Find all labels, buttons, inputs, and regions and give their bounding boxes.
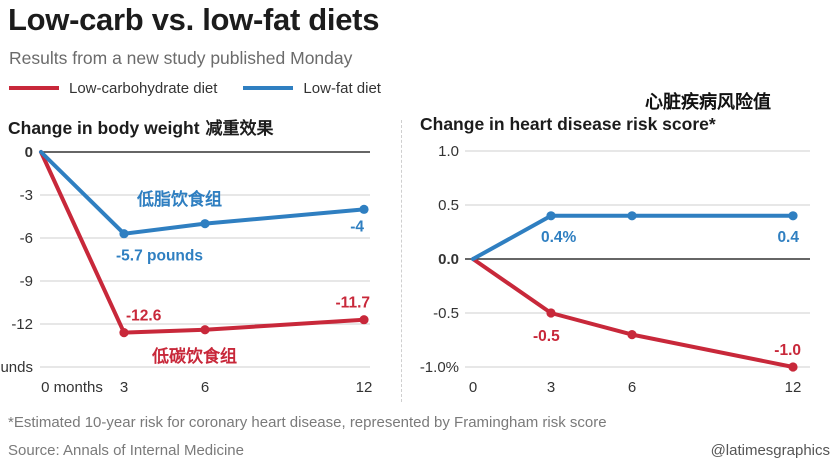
series-line-p0-low-carb	[39, 150, 366, 335]
y-tick-label-p0-4: -12	[11, 316, 33, 333]
legend-swatch-low-fat	[243, 86, 294, 90]
y-tick-label-p1-0: 1.0	[438, 143, 459, 160]
y-tick-label-p0-3: -9	[20, 273, 33, 290]
data-point-p0-low-fat-3	[359, 204, 369, 214]
data-label-p0-0: -12.6	[126, 308, 162, 325]
cn-annotation-p0-1: 低碳饮食组	[151, 346, 237, 367]
data-point-p1-low-fat-2	[627, 211, 637, 221]
chart-title: Low-carb vs. low-fat diets	[8, 2, 380, 37]
credit: @latimesgraphics	[710, 442, 830, 459]
data-point-p0-low-carb-2	[200, 325, 210, 335]
legend-label-low-fat: Low-fat diet	[303, 79, 381, 97]
x-tick-label-p1-3: 12	[785, 379, 802, 396]
legend-item-low-carb: Low-carbohydrate diet	[9, 80, 217, 97]
data-point-p0-low-fat-2	[200, 219, 210, 229]
data-label-p1-1: 0.4	[777, 229, 799, 246]
source-note: Source: Annals of Internal Medicine	[8, 442, 244, 459]
chart-subtitle: Results from a new study published Monda…	[9, 48, 353, 68]
y-tick-label-p1-2: 0.0	[438, 251, 459, 268]
data-label-p0-3: -4	[350, 218, 364, 235]
data-point-p0-low-carb-1	[119, 328, 129, 338]
data-point-p1-low-carb-1	[546, 308, 556, 318]
x-tick-label-p0-1: 3	[120, 379, 128, 396]
data-point-p1-low-carb-3	[788, 362, 798, 372]
data-point-p1-low-fat-3	[788, 211, 798, 221]
data-label-p1-3: -1.0	[774, 342, 801, 359]
y-tick-label-p0-5: -15 pounds	[0, 359, 33, 376]
x-tick-label-p1-2: 6	[628, 379, 636, 396]
cn-annotation-p0-0: 低脂饮食组	[136, 189, 222, 210]
y-tick-label-p1-4: -1.0%	[420, 359, 459, 376]
x-tick-label-p0-2: 6	[201, 379, 209, 396]
data-point-p1-low-carb-2	[627, 330, 637, 340]
panel-title-body-weight-text: Change in body weight	[8, 118, 200, 138]
data-point-p0-low-fat-1	[119, 229, 129, 239]
data-label-p0-2: -5.7 pounds	[116, 248, 203, 265]
footnote: *Estimated 10-year risk for coronary hea…	[8, 414, 607, 431]
legend: Low-carbohydrate diet Low-fat diet	[9, 78, 407, 98]
x-tick-label-p0-0: 0 months	[41, 379, 103, 396]
data-point-p0-low-carb-3	[359, 315, 369, 325]
panel-title-body-weight-cn: 减重效果	[205, 119, 274, 139]
panel-title-body-weight: Change in body weight 减重效果	[8, 114, 274, 139]
series-line-p0-low-fat	[39, 150, 366, 236]
x-tick-label-p0-3: 12	[356, 379, 373, 396]
series-line-p1-low-carb	[471, 257, 795, 369]
x-tick-label-p1-0: 0	[469, 379, 477, 396]
x-tick-label-p1-1: 3	[547, 379, 555, 396]
series-line-p1-low-fat	[471, 213, 795, 261]
data-label-p1-2: -0.5	[533, 328, 560, 345]
heart-risk-cn-annotation: 心脏疾病风险值	[645, 92, 771, 113]
y-tick-label-p1-3: -0.5	[433, 305, 459, 322]
y-tick-label-p1-1: 0.5	[438, 197, 459, 214]
legend-label-low-carb: Low-carbohydrate diet	[69, 79, 218, 97]
legend-item-low-fat: Low-fat diet	[243, 80, 381, 97]
y-tick-label-p0-1: -3	[20, 187, 33, 204]
y-tick-label-p0-2: -6	[20, 230, 33, 247]
panel-divider	[401, 120, 402, 402]
y-tick-label-p0-0: 0	[25, 144, 33, 161]
data-point-p1-low-fat-1	[546, 211, 556, 221]
data-label-p1-0: 0.4%	[541, 229, 577, 246]
panel-title-heart-risk: Change in heart disease risk score*	[420, 114, 716, 134]
data-label-p0-1: -11.7	[336, 295, 370, 312]
legend-swatch-low-carb	[9, 86, 59, 90]
